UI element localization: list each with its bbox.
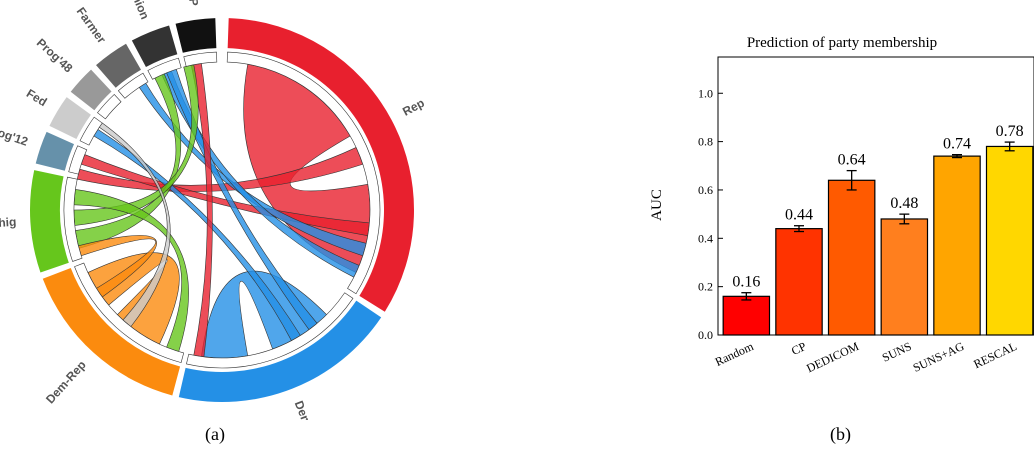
chord-inner-segment <box>97 94 122 120</box>
chord-group-arc <box>49 97 91 139</box>
y-tick-label: 0.2 <box>698 280 713 294</box>
chord-group-arc <box>70 69 112 111</box>
chord-ribbon <box>73 64 199 226</box>
category-label: RESCAL <box>971 339 1019 371</box>
category-label: DEDICOM <box>804 339 861 375</box>
value-label: 0.48 <box>890 195 918 212</box>
value-label: 0.44 <box>785 207 813 224</box>
y-tick-label: 0.0 <box>698 328 713 342</box>
chord-arcs <box>29 18 414 402</box>
category-label: SUNS <box>880 339 914 365</box>
y-tick-label: 0.6 <box>698 183 713 197</box>
panel-label-a: (a) <box>205 424 225 444</box>
y-axis-label: AUC <box>649 189 665 221</box>
chord-group-arc <box>227 18 414 312</box>
chord-group-label: AMP <box>184 0 202 7</box>
chord-group-arc <box>178 300 382 402</box>
bar <box>933 155 981 336</box>
bar <box>722 295 771 336</box>
value-label: 0.16 <box>732 274 760 291</box>
chord-inner-segment <box>117 72 149 99</box>
value-label: 0.74 <box>943 136 971 153</box>
y-tick-label: 1.0 <box>698 86 713 100</box>
chord-group-arc <box>131 25 178 67</box>
chord-group-arc <box>96 43 141 88</box>
chord-inner-segment <box>63 176 83 262</box>
y-tick-label: 0.4 <box>698 231 713 245</box>
chord-group-arc <box>35 131 75 171</box>
bar <box>827 179 876 336</box>
bar-chart: Prediction of party membership AUC 0.00.… <box>649 35 1034 375</box>
bar <box>775 228 823 336</box>
bar <box>880 218 929 336</box>
category-label: Random <box>713 339 756 369</box>
chord-inner-segment <box>183 51 218 67</box>
chord-inner-segment <box>147 57 182 80</box>
chart-title: Prediction of party membership <box>747 35 937 51</box>
plot-frame <box>717 56 1034 336</box>
chord-group-arc <box>29 170 69 273</box>
value-label: 0.78 <box>996 123 1024 140</box>
chord-diagram: RepDemDem-RepWhigProg'12FedProg'48Farmer… <box>0 0 427 420</box>
category-label: SUNS+AG <box>911 339 967 375</box>
chord-inner-segment <box>226 51 381 295</box>
chord-group-arc <box>42 268 181 396</box>
chord-inner-segment <box>79 116 103 146</box>
value-label: 0.64 <box>838 152 866 169</box>
y-tick-label: 0.8 <box>698 135 713 149</box>
chord-inner-segment <box>68 145 88 175</box>
chord-inner-segment <box>74 262 185 363</box>
chord-group-arc <box>175 18 217 53</box>
panel-label-b: (b) <box>830 424 851 444</box>
category-label: CP <box>789 339 809 358</box>
bar <box>985 145 1034 336</box>
chord-inner-segment <box>186 292 354 369</box>
plot-area: 0.0 0.2 0.4 0.6 0.8 1.0 0.16 Random 0.44 CP 0.64 DE… <box>698 56 1034 375</box>
chord-group-label: Whig <box>0 215 17 231</box>
